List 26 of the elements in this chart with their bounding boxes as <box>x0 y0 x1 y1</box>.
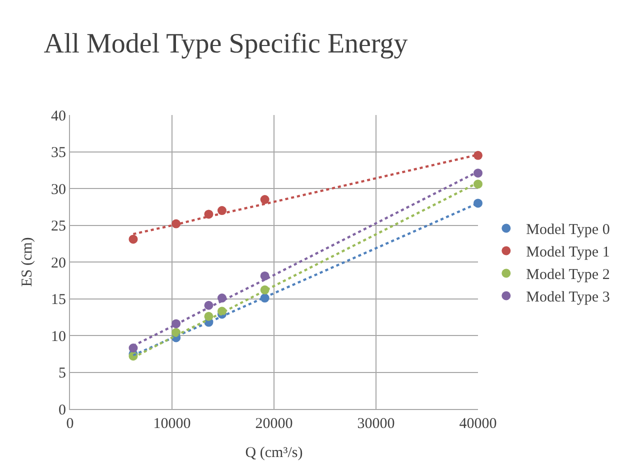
legend-label: Model Type 3 <box>526 290 610 306</box>
x-tick-label: 20000 <box>255 416 293 432</box>
point <box>474 180 482 189</box>
chart-title: All Model Type Specific Energy <box>44 28 408 60</box>
legend-label: Model Type 0 <box>526 222 610 238</box>
x-tick-label: 40000 <box>459 416 497 432</box>
point <box>474 198 482 208</box>
point <box>128 234 138 244</box>
y-tick-label: 40 <box>51 108 66 124</box>
y-tick-label: 0 <box>58 402 66 418</box>
y-tick-label: 10 <box>51 328 66 345</box>
y-tick-label: 20 <box>51 255 66 272</box>
y-tick-label: 35 <box>51 145 66 161</box>
point <box>474 168 482 178</box>
y-tick-label: 30 <box>51 182 66 198</box>
point <box>474 150 482 160</box>
legend-label: Model Type 1 <box>526 244 610 261</box>
x-tick-label: 30000 <box>357 416 395 432</box>
y-axis-title: ES (cm) <box>19 237 36 287</box>
y-tick-label: 25 <box>51 218 66 234</box>
legend-label: Model Type 2 <box>526 267 610 284</box>
y-tick-label: 15 <box>51 292 66 308</box>
x-tick-label: 10000 <box>153 416 191 432</box>
x-axis-title: Q (cm³/s) <box>245 445 303 461</box>
y-tick-label: 5 <box>58 366 66 382</box>
point <box>260 195 270 204</box>
